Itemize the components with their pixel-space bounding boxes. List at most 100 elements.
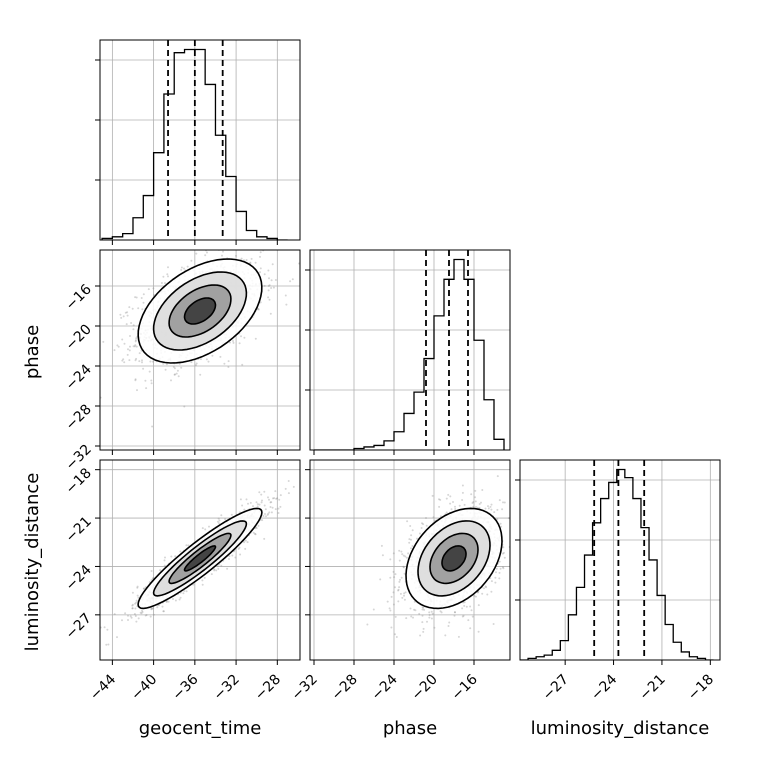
sample-point (220, 564, 223, 567)
sample-point (127, 348, 129, 351)
sample-point (420, 527, 423, 529)
sample-point (259, 255, 261, 258)
sample-point (206, 251, 208, 254)
sample-point (402, 565, 405, 568)
sample-point (105, 643, 108, 646)
sample-point (401, 553, 404, 556)
x-tick-label: −32 (211, 672, 243, 704)
sample-point (465, 605, 468, 608)
sample-point (180, 366, 183, 369)
sample-point (246, 541, 249, 544)
sample-point (130, 322, 133, 324)
sample-point (187, 544, 190, 547)
sample-point (256, 505, 259, 508)
x-tick-label: −40 (128, 672, 160, 704)
sample-point (463, 503, 466, 506)
sample-point (469, 605, 472, 608)
sample-point (230, 513, 233, 516)
sample-point (531, 521, 533, 523)
sample-point (247, 502, 249, 505)
sample-point (178, 598, 181, 601)
sample-point (173, 373, 176, 376)
sample-point (501, 508, 504, 511)
sample-point (494, 581, 497, 584)
density-contour (183, 545, 217, 572)
sample-point (284, 487, 287, 490)
sample-point (474, 595, 477, 598)
sample-point (213, 569, 216, 572)
sample-point (496, 508, 499, 511)
sample-point (379, 578, 382, 581)
sample-point (269, 501, 272, 504)
sample-point (431, 612, 434, 615)
sample-point (150, 607, 153, 610)
sample-point (409, 607, 412, 610)
sample-point (498, 571, 501, 574)
sample-point (272, 497, 274, 500)
sample-point (249, 261, 252, 264)
sample-point (121, 619, 123, 622)
sample-point (450, 508, 453, 511)
x-tick-label: −27 (540, 672, 572, 704)
sample-point (145, 387, 148, 390)
sample-point (469, 627, 472, 630)
sample-point (412, 616, 414, 619)
sample-point (250, 211, 252, 213)
sample-point (167, 275, 169, 278)
sample-point (425, 524, 428, 527)
sample-point (498, 577, 501, 580)
sample-point (514, 562, 516, 564)
y-tick-label: −16 (63, 281, 95, 313)
sample-point (483, 587, 485, 590)
sample-point (257, 308, 260, 311)
sample-point (151, 425, 154, 428)
sample-point (219, 355, 222, 358)
sample-point (395, 636, 398, 638)
sample-point (261, 499, 263, 502)
sample-point (222, 250, 224, 253)
sample-point (162, 610, 165, 613)
gridlines (100, 40, 300, 240)
sample-point (103, 626, 106, 629)
sample-point (475, 506, 477, 508)
sample-point (134, 339, 137, 342)
sample-point (428, 611, 431, 614)
sample-point (136, 389, 138, 392)
sample-point (267, 296, 270, 299)
sample-point (277, 507, 280, 510)
sample-point (266, 513, 269, 516)
sample-point (502, 551, 505, 554)
sample-point (279, 494, 282, 497)
sample-point (494, 576, 497, 579)
sample-point (430, 617, 433, 620)
sample-point (461, 607, 464, 610)
sample-point (131, 603, 134, 606)
sample-point (129, 335, 131, 337)
sample-point (210, 573, 213, 576)
sample-point (135, 345, 138, 348)
x-axis-title-luminosity_distance: luminosity_distance (531, 718, 710, 739)
sample-point (162, 610, 165, 613)
sample-point (477, 630, 480, 633)
sample-point (149, 360, 152, 363)
sample-point (277, 512, 280, 514)
sample-point (159, 569, 162, 572)
sample-point (421, 606, 424, 609)
sample-point (267, 512, 270, 515)
sample-point (238, 546, 241, 549)
sample-point (389, 609, 392, 612)
sample-point (269, 312, 272, 315)
sample-point (139, 611, 142, 614)
sample-point (142, 293, 145, 296)
sample-point (134, 296, 137, 299)
sample-point (276, 497, 279, 500)
sample-point (267, 496, 269, 499)
sample-point (205, 358, 208, 361)
panel-luminosity_distance-histogram: −27 −24 −21 −18 (515, 459, 721, 704)
sample-point (238, 342, 241, 345)
sample-point (135, 599, 138, 602)
x-tick-label: −28 (252, 672, 284, 704)
sample-point (162, 362, 165, 365)
sample-point (175, 372, 178, 375)
sample-point (165, 600, 168, 603)
